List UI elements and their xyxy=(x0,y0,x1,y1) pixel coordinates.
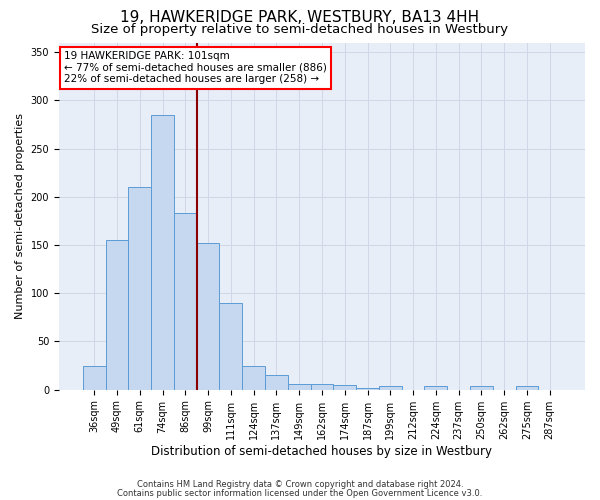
Bar xyxy=(288,384,311,390)
Bar xyxy=(470,386,493,390)
Bar xyxy=(242,366,265,390)
Bar xyxy=(356,388,379,390)
X-axis label: Distribution of semi-detached houses by size in Westbury: Distribution of semi-detached houses by … xyxy=(151,444,493,458)
Bar xyxy=(197,243,220,390)
Bar xyxy=(379,386,401,390)
Bar xyxy=(83,366,106,390)
Bar xyxy=(515,386,538,390)
Bar xyxy=(220,303,242,390)
Bar xyxy=(311,384,334,390)
Bar xyxy=(128,187,151,390)
Y-axis label: Number of semi-detached properties: Number of semi-detached properties xyxy=(15,113,25,319)
Bar xyxy=(174,213,197,390)
Bar xyxy=(151,115,174,390)
Text: 19 HAWKERIDGE PARK: 101sqm
← 77% of semi-detached houses are smaller (886)
22% o: 19 HAWKERIDGE PARK: 101sqm ← 77% of semi… xyxy=(64,51,327,84)
Bar xyxy=(106,240,128,390)
Text: 19, HAWKERIDGE PARK, WESTBURY, BA13 4HH: 19, HAWKERIDGE PARK, WESTBURY, BA13 4HH xyxy=(121,10,479,25)
Bar xyxy=(265,376,288,390)
Text: Size of property relative to semi-detached houses in Westbury: Size of property relative to semi-detach… xyxy=(91,22,509,36)
Text: Contains HM Land Registry data © Crown copyright and database right 2024.: Contains HM Land Registry data © Crown c… xyxy=(137,480,463,489)
Text: Contains public sector information licensed under the Open Government Licence v3: Contains public sector information licen… xyxy=(118,490,482,498)
Bar xyxy=(424,386,447,390)
Bar xyxy=(334,385,356,390)
